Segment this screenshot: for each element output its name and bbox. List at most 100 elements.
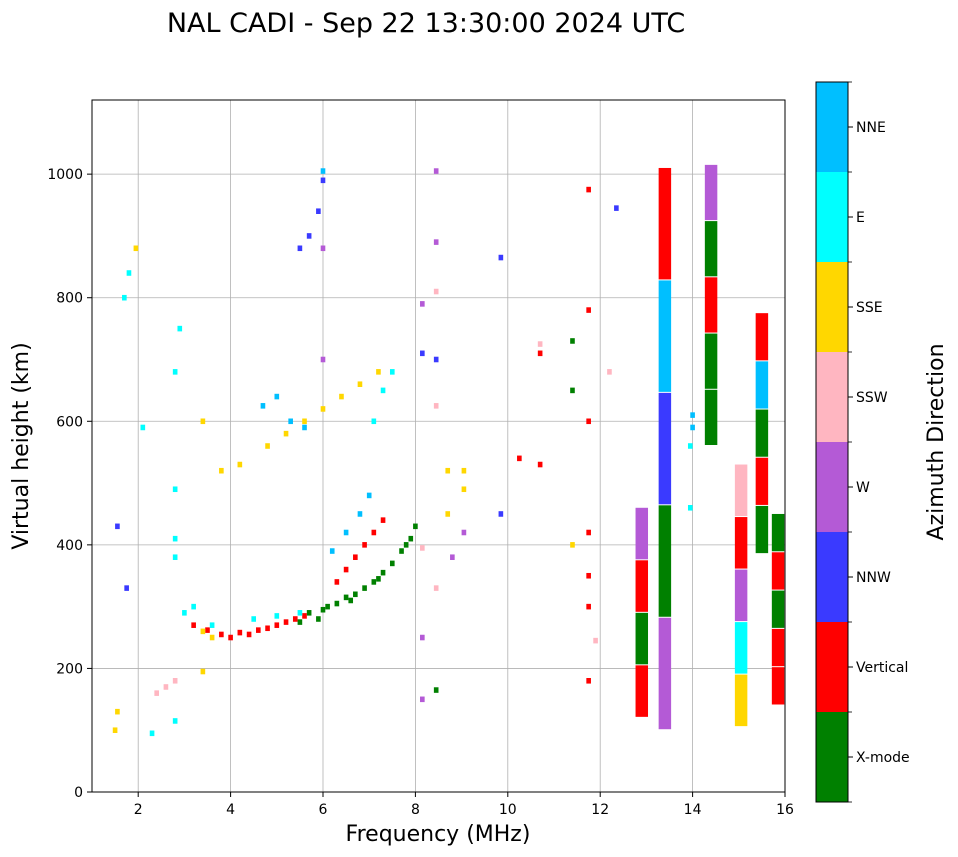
- band-segment: [658, 617, 672, 730]
- echo-point: [112, 727, 118, 733]
- y-tick-label: 0: [74, 785, 83, 801]
- echo-point: [433, 585, 439, 591]
- echo-point: [320, 356, 326, 363]
- band-segment: [771, 590, 785, 628]
- echo-point: [334, 579, 340, 585]
- echo-point: [320, 168, 326, 174]
- colorbar: X-mode Vertical NNW W SSW SSE E NNE: [815, 81, 910, 803]
- echo-point: [433, 356, 439, 363]
- band-segment: [734, 464, 748, 517]
- y-axis-label: Virtual height (km): [9, 342, 34, 549]
- echo-point: [389, 369, 395, 375]
- echo-point: [357, 511, 363, 517]
- echo-point: [420, 696, 425, 703]
- echo-point: [237, 629, 243, 636]
- echo-point: [586, 186, 591, 193]
- echo-point: [433, 288, 439, 295]
- echo-point: [200, 628, 206, 635]
- echo-point: [343, 529, 349, 536]
- echo-point: [163, 684, 169, 690]
- band-segment: [704, 221, 718, 277]
- echo-point: [433, 403, 439, 409]
- echo-point: [302, 424, 307, 431]
- echo-point: [297, 245, 303, 252]
- echo-point: [408, 535, 414, 542]
- colorbar-segment: [816, 352, 848, 442]
- echo-point: [614, 205, 619, 211]
- echo-point: [172, 678, 178, 684]
- band-segment: [704, 164, 718, 221]
- echo-point: [209, 622, 215, 628]
- echo-point: [343, 566, 349, 573]
- echo-point: [256, 627, 261, 633]
- x-tick-label: 2: [134, 802, 143, 818]
- band-segment: [771, 552, 785, 590]
- echo-point: [172, 369, 178, 375]
- echo-point: [586, 678, 591, 684]
- echo-point: [265, 443, 270, 449]
- echo-point: [362, 585, 367, 591]
- echo-point: [283, 619, 289, 625]
- echo-point: [320, 245, 326, 252]
- echo-point: [209, 634, 215, 641]
- echo-point: [537, 461, 543, 468]
- echo-point: [191, 603, 196, 610]
- band-segment: [635, 612, 649, 665]
- echo-point: [265, 625, 270, 632]
- band-segment: [771, 628, 785, 667]
- echo-point: [445, 511, 451, 517]
- chart-title: NAL CADI - Sep 22 13:30:00 2024 UTC: [167, 8, 685, 39]
- echo-point: [191, 622, 196, 628]
- echo-point: [413, 523, 418, 530]
- echo-point: [362, 542, 367, 548]
- echo-point: [122, 294, 127, 301]
- echo-point: [380, 387, 386, 394]
- y-tick-label: 800: [56, 291, 83, 307]
- band-segment: [704, 389, 718, 445]
- echo-point: [376, 369, 381, 375]
- band-segment: [734, 569, 748, 622]
- echo-point: [461, 486, 467, 493]
- echo-point: [537, 350, 543, 357]
- echo-point: [316, 208, 321, 214]
- echo-point: [445, 467, 451, 474]
- echo-point: [353, 554, 358, 560]
- echo-point: [320, 177, 326, 184]
- echo-point: [371, 418, 377, 425]
- echo-point: [274, 622, 280, 628]
- echo-point: [690, 424, 695, 431]
- echo-point: [172, 554, 178, 560]
- echo-point: [433, 168, 439, 174]
- echo-point: [200, 668, 206, 675]
- colorbar-segment: [816, 712, 848, 802]
- echo-point: [219, 631, 224, 638]
- echo-point: [371, 579, 377, 585]
- band-segment: [755, 505, 769, 554]
- echo-point: [126, 270, 132, 276]
- echo-point: [420, 634, 425, 641]
- echo-point: [420, 301, 425, 307]
- band-segment: [755, 457, 769, 505]
- echo-point: [570, 387, 575, 394]
- echo-point: [586, 529, 591, 536]
- echo-point: [537, 341, 543, 347]
- echo-point: [450, 554, 455, 560]
- x-tick-label: 10: [499, 802, 517, 818]
- echo-point: [380, 517, 386, 523]
- echo-point: [288, 418, 293, 425]
- colorbar-tick-label: NNW: [856, 570, 891, 586]
- echo-point: [172, 486, 178, 493]
- colorbar-tick-label: X-mode: [856, 750, 910, 766]
- echo-point: [357, 381, 363, 387]
- echo-point: [380, 569, 386, 576]
- echo-point: [283, 430, 289, 437]
- colorbar-segment: [816, 442, 848, 532]
- echo-point: [260, 403, 266, 409]
- echo-point: [690, 412, 695, 418]
- echo-point: [154, 690, 159, 696]
- echo-point: [420, 545, 425, 551]
- echo-point: [133, 245, 139, 252]
- colorbar-tick-label: SSW: [856, 390, 888, 406]
- y-tick-label: 1000: [47, 167, 83, 183]
- band-segment: [704, 277, 718, 333]
